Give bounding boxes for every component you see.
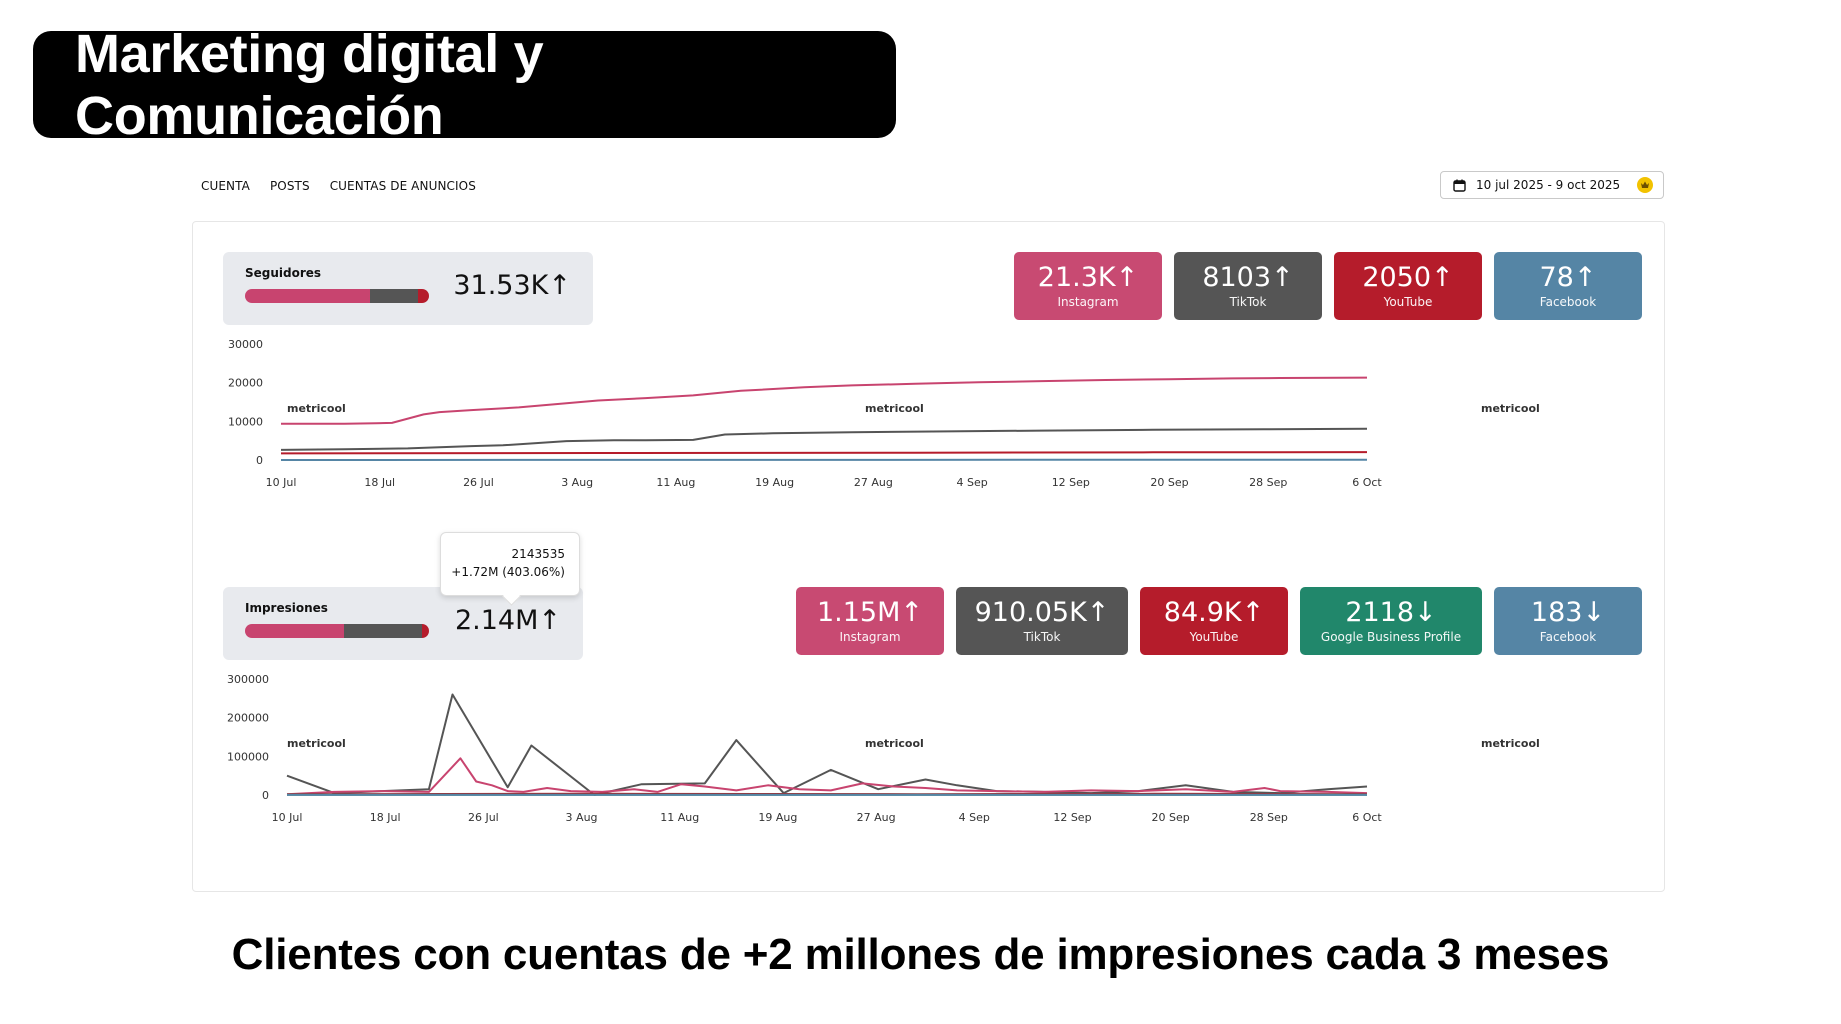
x-tick-label: 6 Oct: [1352, 476, 1382, 489]
analytics-panel: Seguidores 31.53K↑ 21.3K↑ Instagram 8103…: [192, 221, 1665, 892]
impressions-card-youtube[interactable]: 84.9K↑ YouTube: [1140, 587, 1288, 655]
y-tick-label: 0: [262, 789, 269, 802]
impressions-total: 2.14M↑: [454, 605, 561, 636]
impressions-card-google-business-profile[interactable]: 2118↓ Google Business Profile: [1300, 587, 1482, 655]
share-bar-segment: [245, 624, 345, 638]
y-tick-label: 30000: [228, 338, 263, 351]
followers-line-chart: metricool metricool metricool 0 10000 2000…: [228, 338, 1540, 489]
x-tick-label: 19 Aug: [755, 476, 794, 489]
x-tick-label: 20 Sep: [1150, 476, 1188, 489]
x-tick-label: 10 Jul: [266, 476, 297, 489]
x-tick-label: 10 Jul: [272, 811, 303, 824]
impressions-label: Impresiones: [245, 601, 328, 615]
x-tick-label: 18 Jul: [364, 476, 395, 489]
page-title: Marketing digital y Comunicación: [75, 23, 544, 146]
watermark-text: metricool: [865, 402, 924, 415]
watermark-text: metricool: [1481, 737, 1540, 750]
share-bar-segment: [417, 289, 429, 303]
tab-cuenta[interactable]: CUENTA: [201, 179, 250, 193]
watermark-text: metricool: [287, 402, 346, 415]
x-tick-label: 4 Sep: [956, 476, 987, 489]
impressions-line-chart: metricool metricool metricool 0 100000 200…: [227, 673, 1540, 824]
share-bar-segment: [344, 624, 422, 638]
title-banner: Marketing digital y Comunicación: [33, 24, 896, 146]
chart-tooltip: 2143535 +1.72M (403.06%): [440, 532, 580, 596]
followers-card-facebook[interactable]: 78↑ Facebook: [1494, 252, 1642, 320]
date-range-picker[interactable]: 10 jul 2025 - 9 oct 2025: [1440, 171, 1664, 199]
followers-card-tiktok[interactable]: 8103↑ TikTok: [1174, 252, 1322, 320]
tooltip-value: 2143535: [511, 547, 565, 561]
x-tick-label: 6 Oct: [1352, 811, 1382, 824]
calendar-icon: [1453, 179, 1466, 192]
x-tick-label: 3 Aug: [566, 811, 598, 824]
impressions-card-facebook[interactable]: 183↓ Facebook: [1494, 587, 1642, 655]
series-line-tiktok[interactable]: [286, 693, 1368, 796]
tab-posts[interactable]: POSTS: [269, 179, 310, 193]
series-line-instagram[interactable]: [286, 757, 1368, 796]
y-tick-label: 100000: [227, 750, 269, 763]
series-line-tiktok[interactable]: [280, 427, 1368, 451]
followers-card-instagram[interactable]: 21.3K↑ Instagram: [1014, 252, 1162, 320]
watermark-text: metricool: [865, 737, 924, 750]
x-tick-label: 27 Aug: [857, 811, 896, 824]
x-tick-label: 28 Sep: [1249, 476, 1287, 489]
watermark-text: metricool: [1481, 402, 1540, 415]
followers-total-box: Seguidores 31.53K↑: [223, 252, 593, 325]
followers-label: Seguidores: [245, 266, 322, 280]
x-tick-label: 27 Aug: [854, 476, 893, 489]
followers-share-bar: [245, 289, 429, 303]
followers-total: 31.53K↑: [453, 270, 571, 301]
x-tick-label: 28 Sep: [1250, 811, 1288, 824]
series-line-youtube[interactable]: [280, 451, 1368, 455]
impressions-network-cards: 1.15M↑ Instagram 910.05K↑ TikTok 84.9K↑ …: [796, 587, 1642, 655]
x-tick-label: 26 Jul: [463, 476, 494, 489]
y-tick-label: 10000: [228, 415, 263, 428]
followers-card-youtube[interactable]: 2050↑ YouTube: [1334, 252, 1482, 320]
date-range-label: 10 jul 2025 - 9 oct 2025: [1476, 178, 1621, 192]
x-tick-label: 11 Aug: [656, 476, 695, 489]
x-tick-label: 4 Sep: [959, 811, 990, 824]
followers-network-cards: 21.3K↑ Instagram 8103↑ TikTok 2050↑ YouT…: [1014, 252, 1642, 320]
x-tick-label: 19 Aug: [758, 811, 797, 824]
tooltip-change: +1.72M (403.06%): [451, 565, 565, 579]
series-line-instagram[interactable]: [281, 376, 1368, 425]
tab-cuentas-de-anuncios[interactable]: CUENTAS DE ANUNCIOS: [329, 179, 476, 193]
x-tick-label: 18 Jul: [370, 811, 401, 824]
impressions-card-instagram[interactable]: 1.15M↑ Instagram: [796, 587, 944, 655]
share-bar-segment: [245, 289, 371, 303]
tab-bar: CUENTA POSTS CUENTAS DE ANUNCIOS: [201, 179, 476, 193]
y-tick-label: 20000: [228, 377, 263, 390]
y-tick-label: 300000: [227, 673, 269, 686]
premium-badge-icon: [1637, 177, 1653, 193]
x-tick-label: 12 Sep: [1052, 476, 1090, 489]
x-tick-label: 12 Sep: [1053, 811, 1091, 824]
y-tick-label: 0: [256, 454, 263, 467]
watermark-text: metricool: [287, 737, 346, 750]
share-bar-segment: [421, 624, 429, 638]
x-tick-label: 11 Aug: [660, 811, 699, 824]
impressions-share-bar: [245, 624, 429, 638]
impressions-card-tiktok[interactable]: 910.05K↑ TikTok: [956, 587, 1128, 655]
x-tick-label: 3 Aug: [561, 476, 593, 489]
y-tick-label: 200000: [227, 712, 269, 725]
x-tick-label: 26 Jul: [468, 811, 499, 824]
footer-caption: Clientes con cuentas de +2 millones de i…: [231, 930, 1610, 979]
impressions-total-box: Impresiones 2.14M↑: [223, 587, 583, 660]
share-bar-segment: [370, 289, 418, 303]
x-tick-label: 20 Sep: [1152, 811, 1190, 824]
